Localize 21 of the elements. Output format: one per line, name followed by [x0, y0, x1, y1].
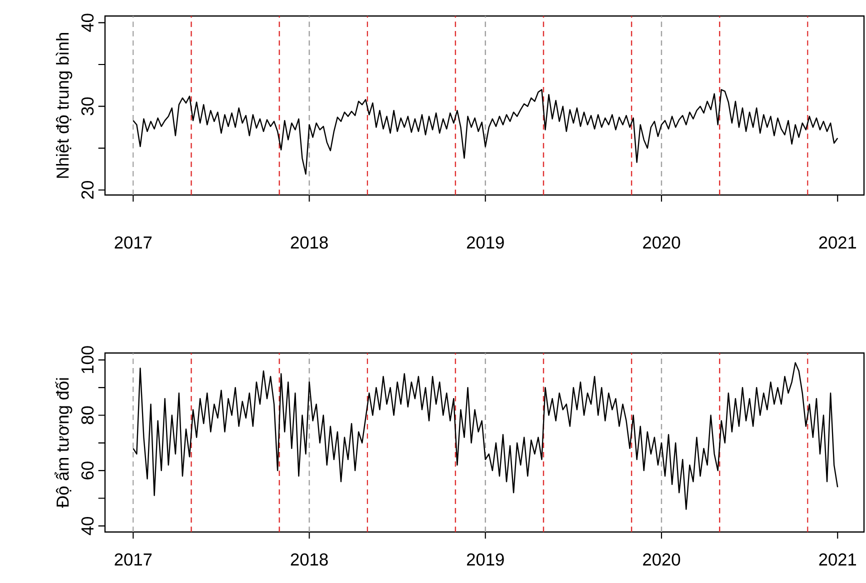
x-tick-label: 2020	[643, 553, 680, 566]
y-tick-label: 40	[81, 516, 94, 536]
y-tick-label: 20	[81, 181, 94, 199]
x-tick-label: 2019	[466, 236, 504, 249]
y-tick-label: 100	[81, 346, 94, 374]
y-axis-title: Độ ẩm tương đối	[54, 378, 72, 508]
y-axis-title: Nhiệt độ trung bình	[56, 32, 72, 178]
y-tick-label: 30	[81, 97, 94, 116]
x-tick-label: 2017	[114, 236, 152, 249]
y-tick-label: 60	[81, 462, 94, 480]
x-tick-label: 2018	[290, 553, 328, 566]
x-tick-label: 2017	[114, 553, 152, 566]
line-series	[132, 89, 838, 175]
x-tick-label: 2018	[290, 236, 328, 249]
x-tick-label: 2021	[819, 553, 856, 566]
x-tick-label: 2020	[643, 236, 680, 249]
x-tick-label: 2021	[819, 236, 856, 249]
line-series	[132, 362, 838, 510]
y-tick-label: 40	[81, 14, 94, 32]
y-tick-label: 80	[81, 406, 94, 424]
x-tick-label: 2019	[466, 553, 504, 566]
